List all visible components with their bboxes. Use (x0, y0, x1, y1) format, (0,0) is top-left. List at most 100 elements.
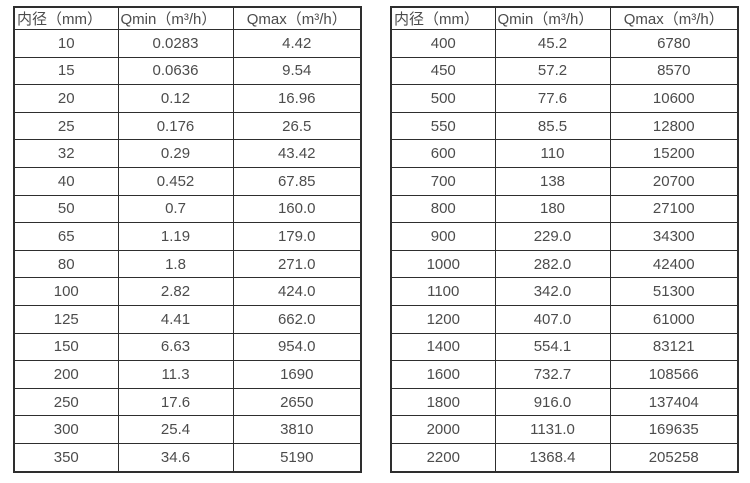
table-cell: 407.0 (494, 304, 611, 334)
table-cell: 138 (494, 166, 611, 196)
table-cell: 1000 (390, 249, 496, 279)
table-cell: 65 (13, 222, 119, 251)
table-cell: 2000 (390, 415, 496, 444)
table-cell: 110 (494, 139, 611, 168)
table-cell: 4.41 (117, 304, 234, 334)
table-cell: 1200 (390, 304, 496, 334)
table-row: 900 229.0 34300 (390, 222, 739, 251)
column-header: Qmin（m³/h） (117, 6, 234, 30)
table-cell: 34.6 (117, 442, 234, 473)
table-cell: 34300 (609, 222, 739, 251)
table-row: 32 0.29 43.42 (13, 139, 362, 168)
table-row: 700 138 20700 (390, 166, 739, 196)
table-cell: 83121 (609, 332, 739, 362)
table-row: 550 85.5 12800 (390, 111, 739, 141)
table-cell: 6.63 (117, 332, 234, 362)
table-row: 150 6.63 954.0 (13, 332, 362, 362)
table-row: 200 11.3 1690 (13, 360, 362, 389)
table-row: 10 0.0283 4.42 (13, 29, 362, 58)
table-cell: 0.452 (117, 166, 234, 196)
table-cell: 1600 (390, 360, 496, 389)
table-row: 450 57.2 8570 (390, 56, 739, 86)
table-cell: 732.7 (494, 360, 611, 389)
table-cell: 51300 (609, 277, 739, 306)
table-row: 1200 407.0 61000 (390, 304, 739, 334)
table-cell: 800 (390, 194, 496, 224)
table-cell: 550 (390, 111, 496, 141)
table-row: 600 110 15200 (390, 139, 739, 168)
table-cell: 200 (13, 360, 119, 389)
table-cell: 954.0 (232, 332, 362, 362)
table-cell: 2200 (390, 442, 496, 473)
column-header: 内径（mm） (13, 6, 119, 30)
table-cell: 10 (13, 29, 119, 58)
table-row: 125 4.41 662.0 (13, 304, 362, 334)
table-cell: 900 (390, 222, 496, 251)
table-cell: 50 (13, 194, 119, 224)
table-cell: 1100 (390, 277, 496, 306)
table-row: 400 45.2 6780 (390, 29, 739, 58)
table-cell: 0.176 (117, 111, 234, 141)
table-cell: 20700 (609, 166, 739, 196)
table-cell: 150 (13, 332, 119, 362)
table-cell: 1368.4 (494, 442, 611, 473)
table-cell: 450 (390, 56, 496, 86)
table-row: 300 25.4 3810 (13, 415, 362, 444)
table-cell: 10600 (609, 84, 739, 113)
table-row: 100 2.82 424.0 (13, 277, 362, 306)
table-cell: 342.0 (494, 277, 611, 306)
table-row: 250 17.6 2650 (13, 387, 362, 417)
table-cell: 25 (13, 111, 119, 141)
table-cell: 0.29 (117, 139, 234, 168)
table-row: 1400 554.1 83121 (390, 332, 739, 362)
table-cell: 0.0283 (117, 29, 234, 58)
table-cell: 0.7 (117, 194, 234, 224)
table-cell: 700 (390, 166, 496, 196)
table-cell: 26.5 (232, 111, 362, 141)
table-row: 20 0.12 16.96 (13, 84, 362, 113)
table-row: 2000 1131.0 169635 (390, 415, 739, 444)
table-cell: 12800 (609, 111, 739, 141)
column-header: 内径（mm） (390, 6, 496, 30)
table-cell: 32 (13, 139, 119, 168)
table-cell: 43.42 (232, 139, 362, 168)
table-row: 15 0.0636 9.54 (13, 56, 362, 86)
table-cell: 0.12 (117, 84, 234, 113)
table-cell: 2.82 (117, 277, 234, 306)
table-cell: 108566 (609, 360, 739, 389)
table-row: 1600 732.7 108566 (390, 360, 739, 389)
table-cell: 57.2 (494, 56, 611, 86)
table-row: 350 34.6 5190 (13, 442, 362, 473)
table-cell: 9.54 (232, 56, 362, 86)
table-row: 1100 342.0 51300 (390, 277, 739, 306)
table-cell: 169635 (609, 415, 739, 444)
table-cell: 180 (494, 194, 611, 224)
table-cell: 77.6 (494, 84, 611, 113)
table-cell: 67.85 (232, 166, 362, 196)
table-cell: 554.1 (494, 332, 611, 362)
column-header: Qmax（m³/h） (232, 6, 362, 30)
table-cell: 300 (13, 415, 119, 444)
table-cell: 100 (13, 277, 119, 306)
table-row: 1800 916.0 137404 (390, 387, 739, 417)
table-cell: 8570 (609, 56, 739, 86)
table-cell: 662.0 (232, 304, 362, 334)
table-cell: 500 (390, 84, 496, 113)
table-cell: 85.5 (494, 111, 611, 141)
table-row: 40 0.452 67.85 (13, 166, 362, 196)
table-cell: 137404 (609, 387, 739, 417)
flow-table-small-diameters: 内径（mm） Qmin（m³/h） Qmax（m³/h） 10 0.0283 4.42 15… (13, 6, 362, 473)
table-row: 25 0.176 26.5 (13, 111, 362, 141)
table-cell: 40 (13, 166, 119, 196)
table-row: 1000 282.0 42400 (390, 249, 739, 279)
table-cell: 1131.0 (494, 415, 611, 444)
table-row: 800 180 27100 (390, 194, 739, 224)
table-cell: 350 (13, 442, 119, 473)
table-cell: 6780 (609, 29, 739, 58)
flow-table-large-diameters: 内径（mm） Qmin（m³/h） Qmax（m³/h） 400 45.2 6780 450… (390, 6, 739, 473)
table-cell: 20 (13, 84, 119, 113)
table-cell: 1.19 (117, 222, 234, 251)
table-cell: 42400 (609, 249, 739, 279)
table-cell: 4.42 (232, 29, 362, 58)
table-cell: 271.0 (232, 249, 362, 279)
